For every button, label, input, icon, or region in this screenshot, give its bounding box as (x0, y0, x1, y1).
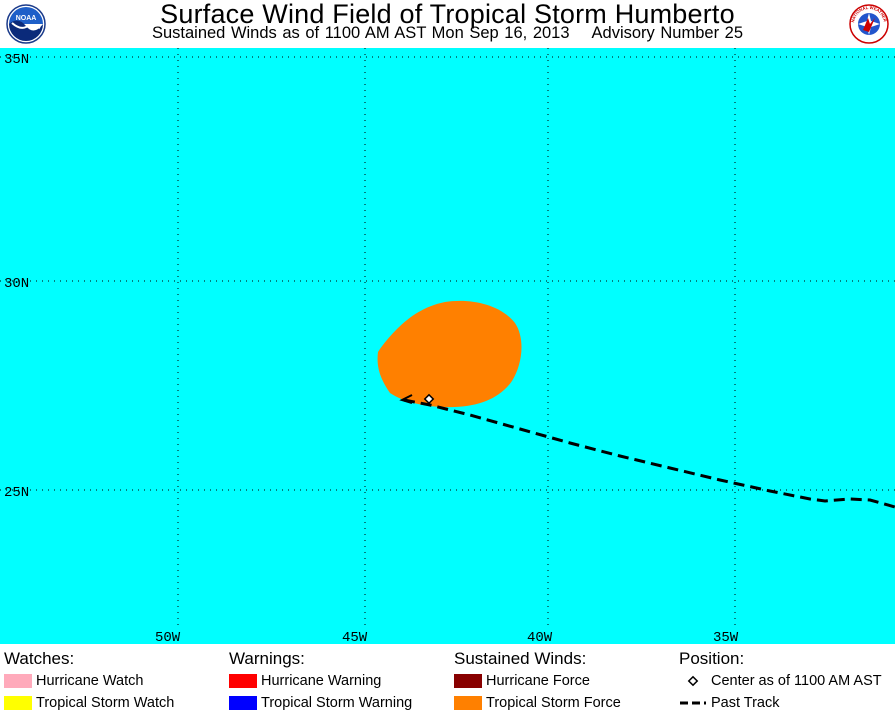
legend-item-hurricane-force: Hurricane Force (454, 670, 621, 692)
legend-label: Tropical Storm Force (486, 695, 621, 711)
tropical-storm-force-wind-field (377, 300, 522, 408)
valid-time: Sustained Winds as of 1100 AM AST Mon Se… (151, 24, 570, 42)
legend-item-hurricane-warning: Hurricane Warning (229, 670, 412, 692)
tropical-storm-warning-swatch (229, 696, 257, 710)
grid-labels: 35N 30N 25N 50W 45W 40W 35W (4, 52, 739, 644)
nws-logo: NATIONAL WEATHER SERVICE (847, 0, 889, 44)
graticule (0, 48, 895, 628)
past-track (403, 398, 895, 509)
lat-label-25n: 25N (4, 485, 29, 501)
legend-item-tropical-storm-warning: Tropical Storm Warning (229, 692, 412, 714)
hurricane-watch-swatch (4, 674, 32, 688)
hurricane-warning-swatch (229, 674, 257, 688)
tropical-storm-force-swatch (454, 696, 482, 710)
wind-field-map: 35N 30N 25N 50W 45W 40W 35W (0, 48, 895, 644)
legend-sustained-winds: Sustained Winds: Hurricane Force Tropica… (454, 648, 621, 714)
legend-heading-position: Position: (679, 649, 745, 668)
noaa-logo: NOAA (6, 4, 46, 44)
legend-warnings: Warnings: Hurricane Warning Tropical Sto… (229, 648, 412, 714)
advisory-number: Advisory Number 25 (591, 24, 744, 42)
header: NOAA Surface Wind Field of Tropical Stor… (0, 0, 895, 48)
legend-heading-winds: Sustained Winds: (454, 649, 587, 668)
storm-center-marker (423, 393, 435, 405)
lon-label-40w: 40W (527, 630, 553, 644)
legend-label: Center as of 1100 AM AST (711, 673, 882, 689)
legend-label: Hurricane Force (486, 673, 590, 689)
lat-label-30n: 30N (4, 276, 29, 292)
lon-label-50w: 50W (155, 630, 181, 644)
tropical-storm-watch-swatch (4, 696, 32, 710)
legend-item-tropical-storm-force: Tropical Storm Force (454, 692, 621, 714)
legend-item-past-track: Past Track (679, 692, 882, 714)
lon-label-45w: 45W (342, 630, 368, 644)
legend-watches: Watches: Hurricane Watch Tropical Storm … (4, 648, 174, 714)
legend-label: Hurricane Warning (261, 673, 382, 689)
legend-label: Hurricane Watch (36, 673, 144, 689)
hurricane-force-swatch (454, 674, 482, 688)
legend-label: Tropical Storm Watch (36, 695, 175, 711)
lon-label-35w: 35W (713, 630, 739, 644)
past-track-line-icon (679, 696, 707, 710)
legend-heading-warnings: Warnings: (229, 649, 305, 668)
map-subtitle: Sustained Winds as of 1100 AM AST Mon Se… (0, 24, 895, 43)
legend: Watches: Hurricane Watch Tropical Storm … (0, 644, 895, 716)
center-diamond-icon (679, 674, 707, 688)
map-title: Surface Wind Field of Tropical Storm Hum… (160, 0, 735, 29)
legend-position: Position: Center as of 1100 AM AST Past … (679, 648, 882, 714)
legend-label: Tropical Storm Warning (261, 695, 413, 711)
legend-item-tropical-storm-watch: Tropical Storm Watch (4, 692, 174, 714)
lat-label-35n: 35N (4, 52, 29, 68)
past-track-end-arrow (399, 394, 413, 404)
legend-heading-watches: Watches: (4, 649, 75, 668)
legend-item-hurricane-watch: Hurricane Watch (4, 670, 174, 692)
legend-item-center: Center as of 1100 AM AST (679, 670, 882, 692)
svg-text:NOAA: NOAA (16, 15, 37, 22)
legend-label: Past Track (711, 695, 780, 711)
